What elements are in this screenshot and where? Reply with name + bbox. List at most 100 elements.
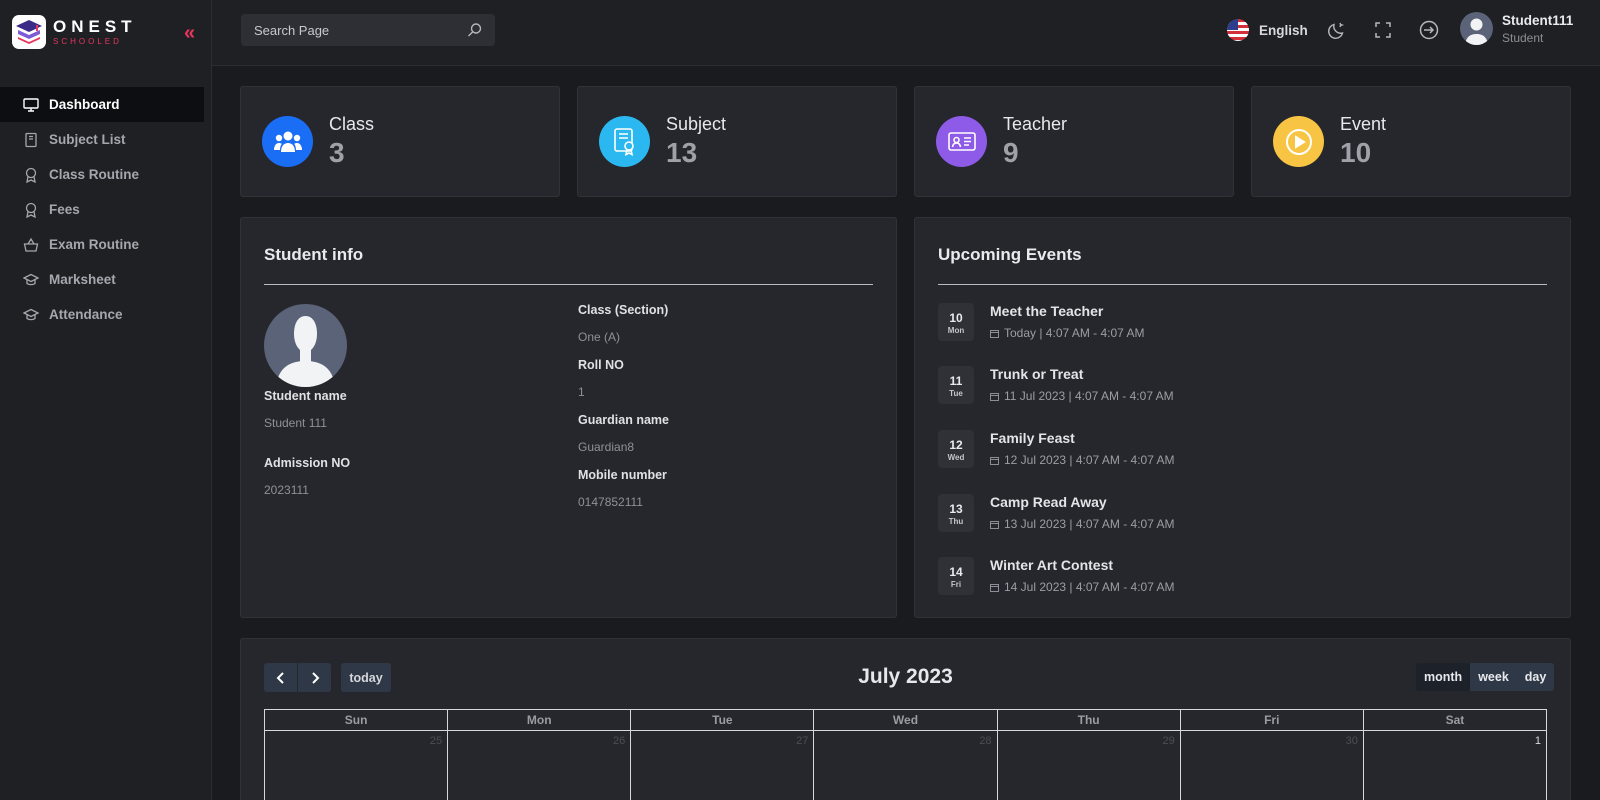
event-time: Today | 4:07 AM - 4:07 AM	[1004, 326, 1145, 340]
monitor-icon	[23, 97, 39, 112]
sidebar-item-attendance[interactable]: Attendance	[0, 297, 204, 332]
event-date-badge: 10 Mon	[938, 303, 974, 341]
chevron-right-icon	[311, 671, 319, 684]
dark-mode-moon-icon[interactable]	[1327, 20, 1347, 40]
fullscreen-icon[interactable]	[1373, 20, 1393, 40]
event-item[interactable]: 14 Fri Winter Art Contest 14 Jul 2023 | …	[938, 557, 1518, 597]
calendar-panel: today July 2023 month week day Sun Mon T…	[240, 638, 1571, 800]
calendar-icon	[990, 329, 999, 338]
calendar-view-switcher: month week day	[1416, 663, 1555, 691]
event-title: Trunk or Treat	[990, 366, 1084, 382]
basket-icon	[23, 237, 39, 252]
sidebar-item-exam-routine[interactable]: Exam Routine	[0, 227, 204, 262]
month-view-button[interactable]: month	[1416, 663, 1471, 691]
play-circle-icon	[1273, 116, 1324, 167]
event-item[interactable]: 13 Thu Camp Read Away 13 Jul 2023 | 4:07…	[938, 494, 1518, 534]
event-item[interactable]: 10 Mon Meet the Teacher Today | 4:07 AM …	[938, 303, 1518, 343]
calendar-day-cell[interactable]: 1	[1364, 731, 1547, 800]
student-name-value: Student 111	[264, 416, 327, 430]
event-weekday: Wed	[947, 453, 965, 462]
event-date-badge: 11 Tue	[938, 366, 974, 404]
stat-label: Event	[1340, 114, 1387, 134]
sidebar-item-dashboard[interactable]: Dashboard	[0, 87, 204, 122]
users-icon	[262, 116, 313, 167]
panel-title: Student info	[264, 245, 364, 264]
stat-label: Subject	[666, 114, 727, 134]
stat-value: 3	[329, 137, 345, 168]
calendar-day-cell[interactable]: 30	[1181, 731, 1364, 800]
student-avatar	[264, 304, 347, 387]
class-section-value: One (A)	[578, 330, 621, 344]
prev-month-button[interactable]	[264, 663, 297, 692]
stat-card-subject: Subject 13	[577, 86, 897, 197]
calendar-weekday-header: Sun Mon Tue Wed Thu Fri Sat	[265, 710, 1547, 731]
brand-logo[interactable]: ONEST SCHOOLED	[12, 15, 137, 49]
sidebar-item-fees[interactable]: Fees	[0, 192, 204, 227]
sidebar-item-label: Fees	[49, 202, 80, 217]
award-icon	[25, 167, 37, 183]
graduation-cap-icon	[23, 273, 39, 285]
event-day: 12	[949, 438, 963, 452]
mobile-number-value: 0147852111	[578, 495, 643, 509]
collapse-sidebar-icon[interactable]: «	[184, 22, 196, 44]
event-title: Meet the Teacher	[990, 303, 1104, 319]
weekday-header: Mon	[448, 710, 632, 731]
user-name: Student111	[1502, 12, 1574, 28]
calendar-icon	[990, 583, 999, 592]
event-weekday: Thu	[948, 517, 964, 526]
event-date-badge: 12 Wed	[938, 430, 974, 468]
stat-card-event: Event 10	[1251, 86, 1571, 197]
sidebar-item-subject-list[interactable]: Subject List	[0, 122, 204, 157]
event-time: 11 Jul 2023 | 4:07 AM - 4:07 AM	[1004, 389, 1174, 403]
divider	[264, 284, 873, 285]
calendar-day-cell[interactable]: 29	[998, 731, 1181, 800]
calendar-day-cell[interactable]: 28	[814, 731, 998, 800]
logout-icon[interactable]	[1418, 19, 1440, 41]
certificate-icon	[599, 116, 650, 167]
roll-no-value: 1	[578, 385, 585, 399]
search-icon[interactable]	[467, 22, 483, 38]
brand-tagline: SCHOOLED	[53, 37, 122, 46]
calendar-day-cell[interactable]: 27	[631, 731, 815, 800]
search-input[interactable]	[241, 14, 495, 46]
user-role: Student	[1502, 30, 1544, 45]
admission-no-value: 2023111	[264, 483, 309, 497]
calendar-day-cell[interactable]: 25	[265, 731, 449, 800]
admission-no-label: Admission NO	[264, 456, 351, 470]
sidebar-nav: Dashboard Subject List Class Routine Fee…	[0, 87, 204, 332]
weekday-header: Wed	[814, 710, 998, 731]
event-time: 12 Jul 2023 | 4:07 AM - 4:07 AM	[1004, 453, 1175, 467]
event-item[interactable]: 12 Wed Family Feast 12 Jul 2023 | 4:07 A…	[938, 430, 1518, 470]
calendar-grid: Sun Mon Tue Wed Thu Fri Sat 25 26 27 28 …	[264, 709, 1547, 800]
calendar-icon	[990, 456, 999, 465]
stat-card-class: Class 3	[240, 86, 560, 197]
event-weekday: Fri	[950, 580, 962, 589]
id-card-icon	[936, 116, 987, 167]
sidebar-item-marksheet[interactable]: Marksheet	[0, 262, 204, 297]
chevron-left-icon	[276, 671, 284, 684]
brand-name: ONEST	[53, 17, 137, 36]
divider	[938, 284, 1547, 285]
event-title: Camp Read Away	[990, 494, 1107, 510]
calendar-day-cell[interactable]: 26	[448, 731, 632, 800]
calendar-week-row: 25 26 27 28 29 30 1	[265, 731, 1547, 800]
user-menu[interactable]: Student111 Student	[1460, 12, 1573, 45]
event-item[interactable]: 11 Tue Trunk or Treat 11 Jul 2023 | 4:07…	[938, 366, 1518, 406]
week-view-button[interactable]: week	[1470, 663, 1517, 691]
event-time: 13 Jul 2023 | 4:07 AM - 4:07 AM	[1004, 517, 1175, 531]
day-view-button[interactable]: day	[1516, 663, 1555, 691]
event-weekday: Tue	[949, 389, 963, 398]
next-month-button[interactable]	[298, 663, 331, 692]
logo-emblem-icon	[12, 15, 46, 49]
today-button[interactable]: today	[341, 663, 391, 692]
book-icon	[25, 132, 37, 147]
language-selector[interactable]: English	[1227, 19, 1308, 41]
student-name-label: Student name	[264, 389, 347, 403]
language-label: English	[1259, 22, 1308, 38]
event-date-badge: 14 Fri	[938, 557, 974, 595]
upcoming-events-panel: Upcoming Events 10 Mon Meet the Teacher …	[914, 217, 1571, 618]
sidebar-item-class-routine[interactable]: Class Routine	[0, 157, 204, 192]
event-title: Winter Art Contest	[990, 557, 1114, 573]
us-flag-icon	[1227, 19, 1249, 41]
sidebar: ONEST SCHOOLED « Dashboard Subject List …	[0, 0, 212, 800]
